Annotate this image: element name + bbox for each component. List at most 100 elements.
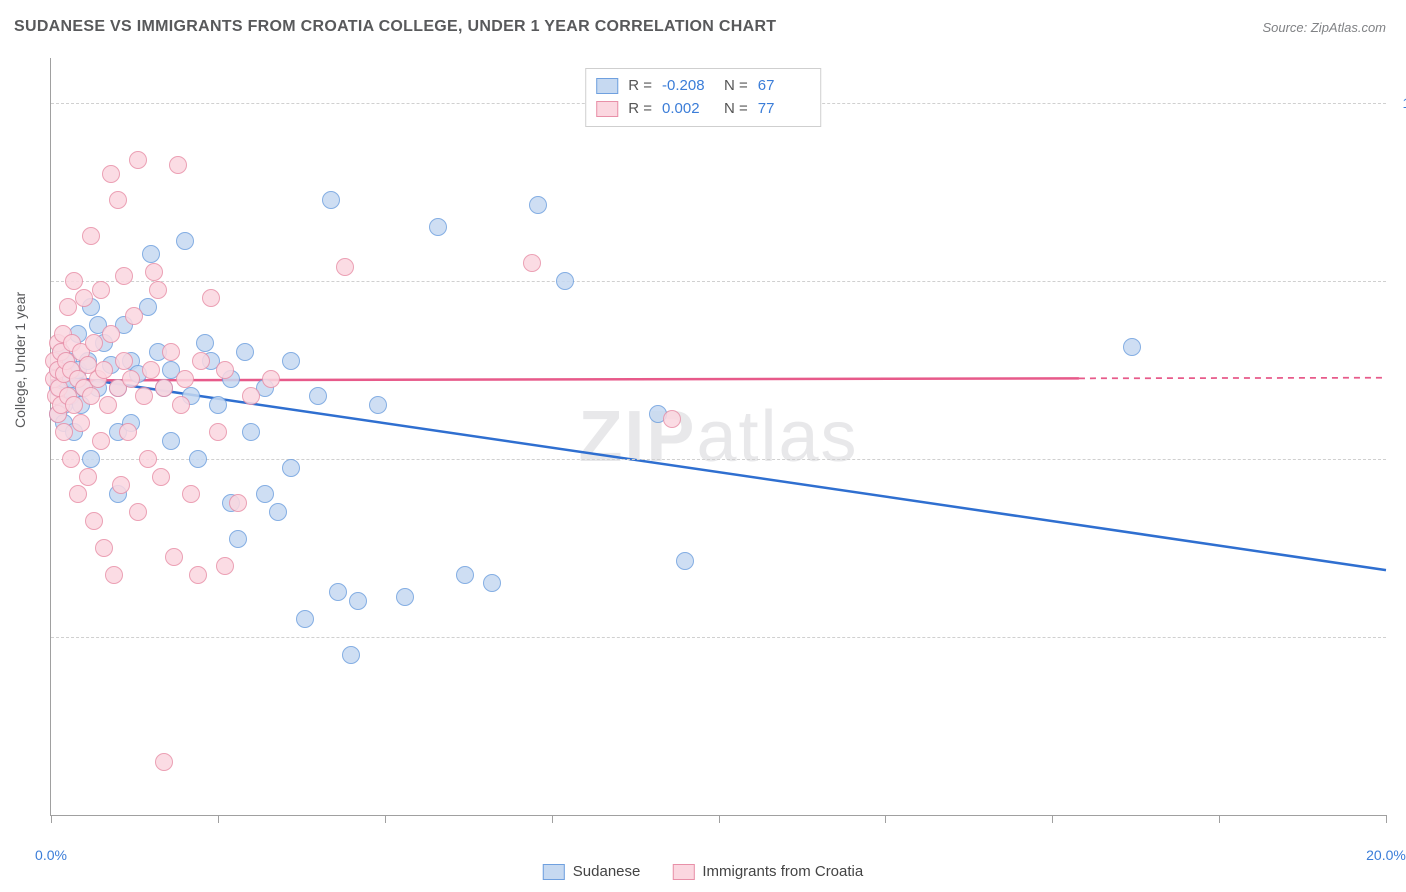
gridline-h bbox=[51, 637, 1386, 638]
stats-legend-row: R =0.002N =77 bbox=[596, 98, 810, 121]
scatter-point bbox=[369, 396, 387, 414]
scatter-point bbox=[663, 410, 681, 428]
scatter-point bbox=[282, 459, 300, 477]
scatter-point bbox=[176, 370, 194, 388]
watermark: ZIPatlas bbox=[578, 396, 858, 478]
scatter-point bbox=[72, 414, 90, 432]
scatter-point bbox=[162, 432, 180, 450]
scatter-point bbox=[242, 423, 260, 441]
r-value: 0.002 bbox=[662, 98, 714, 121]
scatter-point bbox=[62, 450, 80, 468]
watermark-zip: ZIP bbox=[578, 397, 696, 477]
scatter-point bbox=[69, 485, 87, 503]
r-value: -0.208 bbox=[662, 75, 714, 98]
x-tick-label: 20.0% bbox=[1366, 847, 1406, 863]
gridline-h bbox=[51, 459, 1386, 460]
bottom-legend: Sudanese Immigrants from Croatia bbox=[543, 863, 863, 880]
scatter-point bbox=[209, 396, 227, 414]
n-value: 67 bbox=[758, 75, 810, 98]
scatter-point bbox=[149, 281, 167, 299]
scatter-point bbox=[82, 227, 100, 245]
legend-swatch bbox=[596, 101, 618, 117]
scatter-point bbox=[256, 485, 274, 503]
watermark-atlas: atlas bbox=[696, 397, 858, 477]
scatter-point bbox=[129, 503, 147, 521]
scatter-point bbox=[75, 289, 93, 307]
scatter-point bbox=[82, 387, 100, 405]
scatter-point bbox=[95, 539, 113, 557]
scatter-point bbox=[342, 646, 360, 664]
scatter-point bbox=[99, 396, 117, 414]
source-label: Source: ZipAtlas.com bbox=[1262, 20, 1386, 35]
scatter-point bbox=[676, 552, 694, 570]
scatter-point bbox=[172, 396, 190, 414]
scatter-point bbox=[202, 289, 220, 307]
r-label: R = bbox=[628, 98, 652, 121]
x-tick bbox=[552, 815, 553, 823]
n-label: N = bbox=[724, 75, 748, 98]
scatter-point bbox=[102, 325, 120, 343]
scatter-point bbox=[523, 254, 541, 272]
legend-swatch bbox=[672, 864, 694, 880]
scatter-point bbox=[242, 387, 260, 405]
x-tick-label: 0.0% bbox=[35, 847, 67, 863]
legend-label: Immigrants from Croatia bbox=[702, 863, 863, 880]
scatter-point bbox=[529, 196, 547, 214]
scatter-point bbox=[309, 387, 327, 405]
scatter-point bbox=[102, 165, 120, 183]
scatter-point bbox=[456, 566, 474, 584]
legend-label: Sudanese bbox=[573, 863, 641, 880]
scatter-point bbox=[155, 379, 173, 397]
scatter-point bbox=[216, 361, 234, 379]
x-tick bbox=[1052, 815, 1053, 823]
scatter-point bbox=[55, 423, 73, 441]
scatter-point bbox=[155, 753, 173, 771]
scatter-point bbox=[59, 298, 77, 316]
r-label: R = bbox=[628, 75, 652, 98]
scatter-point bbox=[79, 468, 97, 486]
scatter-point bbox=[125, 307, 143, 325]
scatter-point bbox=[115, 352, 133, 370]
scatter-point bbox=[216, 557, 234, 575]
scatter-point bbox=[115, 267, 133, 285]
scatter-point bbox=[196, 334, 214, 352]
scatter-point bbox=[229, 530, 247, 548]
scatter-point bbox=[82, 450, 100, 468]
chart-title: SUDANESE VS IMMIGRANTS FROM CROATIA COLL… bbox=[14, 18, 776, 36]
scatter-point bbox=[85, 512, 103, 530]
x-tick bbox=[719, 815, 720, 823]
trend-line bbox=[51, 378, 1079, 380]
scatter-point bbox=[85, 334, 103, 352]
x-tick bbox=[1386, 815, 1387, 823]
plot-area: ZIPatlas 40.0%60.0%80.0%100.0%0.0%20.0% bbox=[50, 58, 1386, 816]
scatter-point bbox=[109, 191, 127, 209]
scatter-point bbox=[139, 450, 157, 468]
scatter-point bbox=[176, 232, 194, 250]
scatter-point bbox=[162, 343, 180, 361]
y-tick-label: 100.0% bbox=[1394, 95, 1406, 111]
scatter-point bbox=[236, 343, 254, 361]
scatter-point bbox=[122, 370, 140, 388]
x-tick bbox=[885, 815, 886, 823]
scatter-point bbox=[169, 156, 187, 174]
scatter-point bbox=[262, 370, 280, 388]
scatter-point bbox=[129, 151, 147, 169]
y-tick-label: 40.0% bbox=[1394, 629, 1406, 645]
scatter-point bbox=[92, 281, 110, 299]
x-tick bbox=[1219, 815, 1220, 823]
scatter-point bbox=[182, 485, 200, 503]
x-tick bbox=[51, 815, 52, 823]
stats-legend: R =-0.208N =67R =0.002N =77 bbox=[585, 68, 821, 127]
y-tick-label: 80.0% bbox=[1394, 273, 1406, 289]
legend-swatch bbox=[543, 864, 565, 880]
x-tick bbox=[385, 815, 386, 823]
scatter-point bbox=[556, 272, 574, 290]
scatter-point bbox=[336, 258, 354, 276]
bottom-legend-item: Immigrants from Croatia bbox=[672, 863, 863, 880]
x-tick bbox=[218, 815, 219, 823]
gridline-h bbox=[51, 281, 1386, 282]
scatter-point bbox=[65, 272, 83, 290]
scatter-point bbox=[329, 583, 347, 601]
scatter-point bbox=[229, 494, 247, 512]
n-value: 77 bbox=[758, 98, 810, 121]
